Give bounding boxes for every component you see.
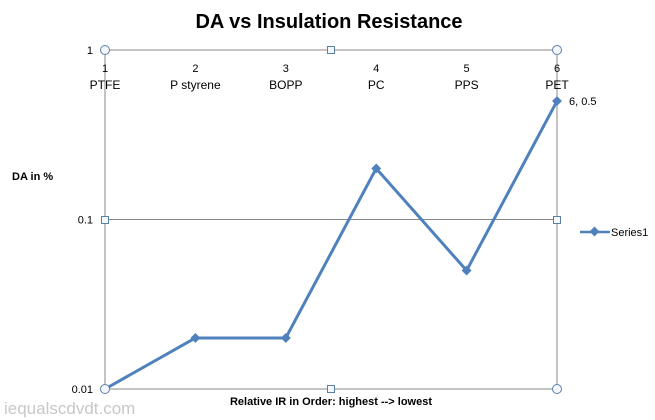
x-axis-title: Relative IR in Order: highest --> lowest <box>230 396 432 408</box>
grid-lines <box>105 49 557 390</box>
resize-handle-top-left[interactable] <box>100 45 110 55</box>
data-point-marker <box>461 265 472 276</box>
x-tick-label: 4 <box>373 63 379 75</box>
data-label: 6, 0.5 <box>569 96 597 108</box>
data-point-marker <box>190 333 201 343</box>
resize-handle-bottom-mid[interactable] <box>327 385 335 393</box>
data-point-marker <box>552 96 562 106</box>
category-label: PET <box>545 78 569 92</box>
resize-handle-mid-left[interactable] <box>101 216 109 224</box>
category-label: PPS <box>455 78 479 92</box>
series-layer <box>100 96 562 394</box>
y-tick-label: 0.01 <box>72 384 93 396</box>
x-tick-label: 6 <box>554 63 560 75</box>
x-tick-label: 2 <box>192 63 198 75</box>
category-labels: PTFE P styrene BOPP PC PPS PET <box>90 78 570 92</box>
category-label: PC <box>368 78 385 92</box>
resize-handle-mid-right[interactable] <box>553 216 561 224</box>
resize-handle-top-right[interactable] <box>552 45 562 55</box>
resize-handle-top-mid[interactable] <box>327 46 335 54</box>
category-label: PTFE <box>90 78 121 92</box>
chart-title: DA vs Insulation Resistance <box>195 11 462 33</box>
selection-handles[interactable] <box>100 45 562 394</box>
category-label: P styrene <box>170 78 221 92</box>
category-label: BOPP <box>269 78 302 92</box>
y-tick-label: 1 <box>87 45 93 57</box>
y-tick-label: 0.1 <box>78 215 93 227</box>
legend-label-series1: Series1 <box>611 227 648 239</box>
x-tick-label: 5 <box>464 63 470 75</box>
legend: Series1 <box>580 226 648 239</box>
y-axis-title: DA in % <box>12 171 53 183</box>
data-labels: 6, 0.5 <box>569 96 597 108</box>
data-point-marker <box>280 333 291 343</box>
x-tick-label: 1 <box>102 63 108 75</box>
resize-handle-bottom-right[interactable] <box>552 384 562 394</box>
x-tick-label: 3 <box>283 63 289 75</box>
resize-handle-bottom-left[interactable] <box>100 384 110 394</box>
data-point-marker <box>371 163 382 174</box>
y-axis-ticks: 1 0.1 0.01 <box>72 45 93 396</box>
watermark: iequalscdvdt.com <box>4 399 135 418</box>
legend-diamond-icon <box>589 226 600 237</box>
series-line <box>104 100 559 391</box>
x-axis-ticks: 1 2 3 4 5 6 <box>102 63 560 75</box>
